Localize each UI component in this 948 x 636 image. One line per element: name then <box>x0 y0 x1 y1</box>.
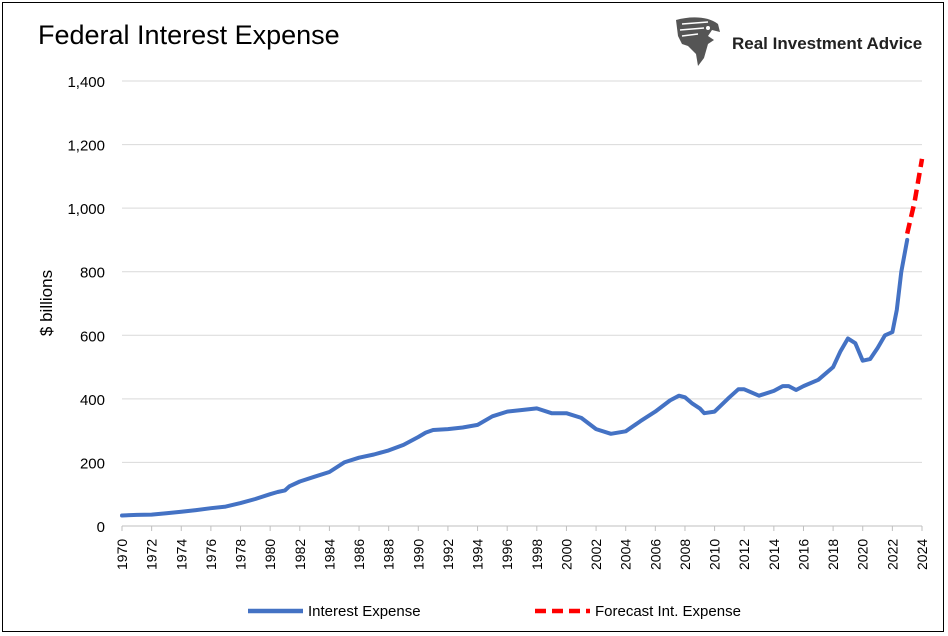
x-tick-label: 1996 <box>499 539 515 570</box>
x-tick-label: 2006 <box>647 539 663 570</box>
brand-name: Real Investment Advice <box>732 34 923 53</box>
y-tick-label: 400 <box>80 392 105 409</box>
x-tick-label: 1994 <box>470 539 486 570</box>
y-tick-label: 0 <box>97 519 105 536</box>
eagle-head-icon <box>676 17 720 67</box>
brand-logo: Real Investment Advice <box>668 14 938 70</box>
x-tick-label: 2020 <box>855 539 871 570</box>
x-tick-label: 2010 <box>707 539 723 570</box>
series-line-forecast-int-expense <box>905 158 925 235</box>
x-tick-label: 2024 <box>914 539 930 570</box>
axes <box>121 525 923 531</box>
series-lines <box>120 158 925 518</box>
legend-label: Forecast Int. Expense <box>595 603 741 620</box>
x-tick-labels: 1970 1972 1974 1976 1978 1980 1982 1984 1986 1988… <box>114 539 930 570</box>
x-tick-label: 2004 <box>618 539 634 570</box>
x-tick-label: 2016 <box>795 539 811 570</box>
x-tick-label: 1974 <box>173 539 189 570</box>
y-tick-labels: 0 200 400 600 800 1,000 1,200 1,400 <box>67 74 105 536</box>
y-tick-label: 200 <box>80 455 105 472</box>
x-tick-label: 1982 <box>292 539 308 570</box>
x-tick-label: 2002 <box>588 539 604 570</box>
y-tick-label: 1,400 <box>67 74 105 91</box>
x-tick-label: 1984 <box>321 539 337 570</box>
x-tick-label: 1972 <box>144 539 160 570</box>
x-tick-label: 1990 <box>410 539 426 570</box>
y-tick-label: 1,200 <box>67 138 105 155</box>
x-tick-label: 1980 <box>262 539 278 570</box>
chart-title: Federal Interest Expense <box>38 20 340 50</box>
x-tick-label: 1978 <box>233 539 249 570</box>
x-tick-label: 1976 <box>203 539 219 570</box>
x-tick-label: 1998 <box>529 539 545 570</box>
y-tick-label: 1,000 <box>67 201 105 218</box>
x-tick-label: 2008 <box>677 539 693 570</box>
x-tick-label: 2014 <box>766 539 782 570</box>
y-tick-label: 600 <box>80 328 105 345</box>
x-tick-label: 1970 <box>114 539 130 570</box>
legend: Interest Expense Forecast Int. Expense <box>248 603 741 620</box>
grid-lines <box>122 80 922 463</box>
legend-label: Interest Expense <box>308 603 421 620</box>
x-tick-label: 1988 <box>381 539 397 570</box>
y-axis-label: $ billions <box>37 270 56 336</box>
x-tick-label: 2012 <box>736 539 752 570</box>
series-line-interest-expense <box>120 237 910 518</box>
x-tick-label: 1986 <box>351 539 367 570</box>
x-tick-label: 2000 <box>558 539 574 570</box>
x-tick-label: 2018 <box>825 539 841 570</box>
y-tick-label: 800 <box>80 265 105 282</box>
x-tick-label: 1992 <box>440 539 456 570</box>
x-tick-label: 2022 <box>884 539 900 570</box>
